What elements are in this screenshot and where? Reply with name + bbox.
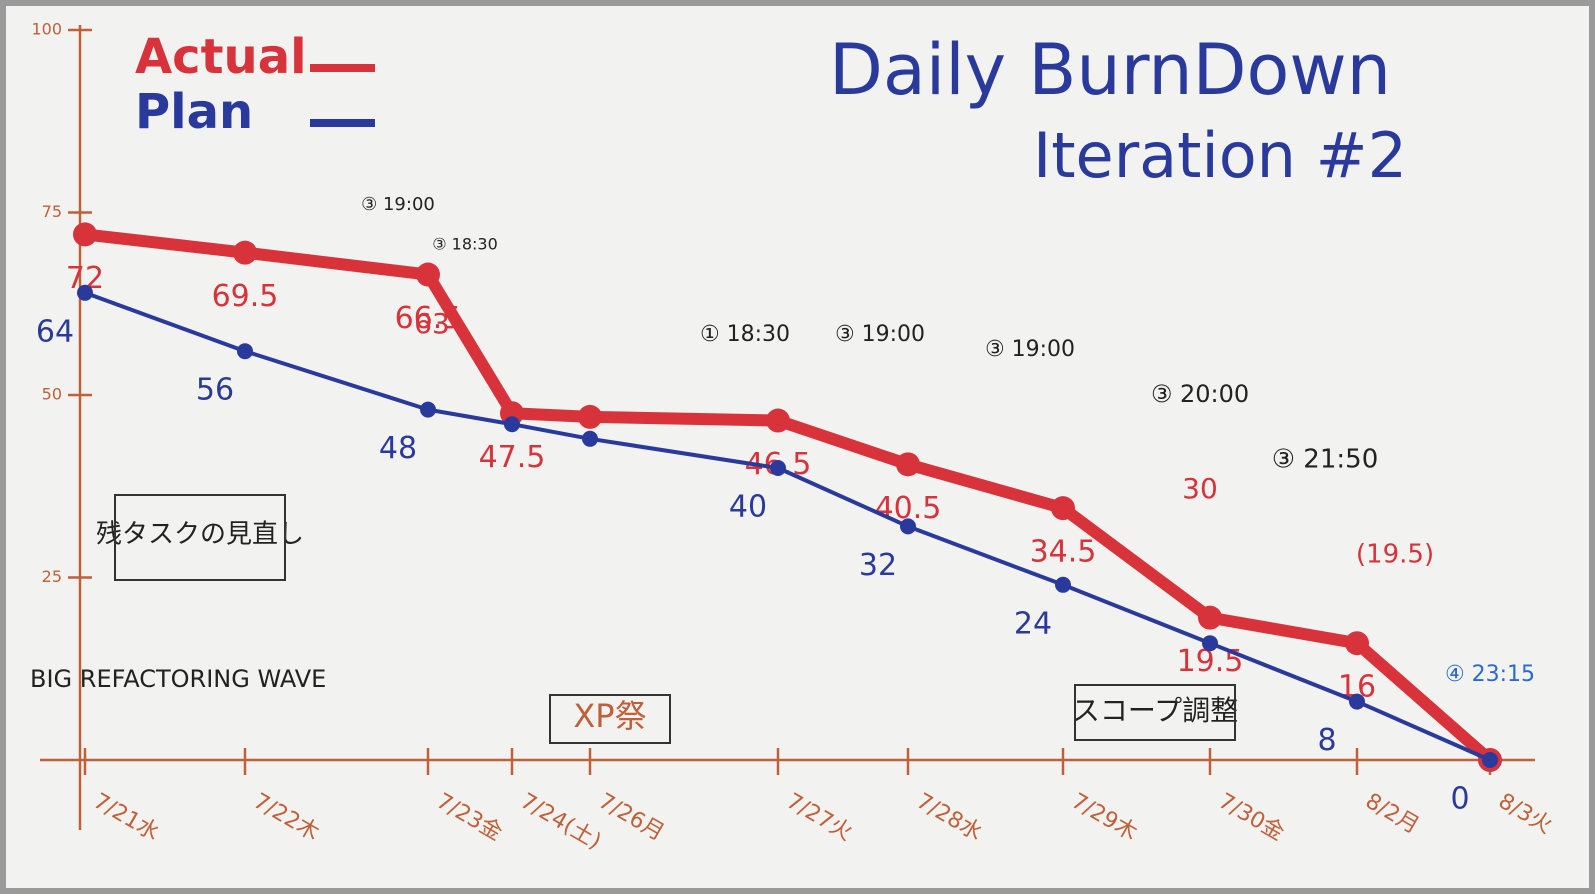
- data-label: 48: [379, 431, 417, 466]
- data-label: 0: [1450, 782, 1469, 817]
- point: [73, 222, 97, 246]
- point: [1051, 496, 1075, 520]
- annotation: ③ 19:00: [985, 337, 1075, 362]
- point: [1055, 577, 1071, 593]
- point: [504, 416, 520, 432]
- point: [1202, 635, 1218, 651]
- annotation: ③ 19:00: [835, 322, 925, 347]
- annotation: ③ 20:00: [1151, 380, 1249, 408]
- point: [1198, 606, 1222, 630]
- point: [770, 460, 786, 476]
- legend-label: Plan: [135, 84, 253, 140]
- point: [420, 402, 436, 418]
- y-tick-label: 100: [31, 20, 62, 39]
- point: [766, 409, 790, 433]
- point: [1345, 631, 1369, 655]
- data-label: 69.5: [212, 279, 279, 314]
- point: [77, 285, 93, 301]
- data-label: 32: [859, 548, 897, 583]
- point: [416, 263, 440, 287]
- annotation: ④ 23:15: [1445, 662, 1535, 687]
- annotation: スコープ調整: [1072, 694, 1238, 727]
- point: [1349, 694, 1365, 710]
- chart-title: Daily BurnDown: [829, 29, 1391, 111]
- y-tick-label: 25: [42, 567, 62, 586]
- data-label: 56: [196, 373, 234, 408]
- point: [233, 241, 257, 265]
- y-tick-label: 75: [42, 202, 62, 221]
- point: [1482, 752, 1498, 768]
- point: [582, 431, 598, 447]
- annotation: XP祭: [573, 697, 646, 735]
- annotation: ③ 18:30: [432, 235, 498, 254]
- data-label: 34.5: [1030, 535, 1097, 570]
- chart: Daily BurnDown Iteration #2 2550751007/2…: [0, 0, 1595, 894]
- annotation: 63: [414, 307, 450, 340]
- chart-subtitle: Iteration #2: [1033, 119, 1407, 192]
- data-label: 8: [1317, 723, 1336, 758]
- annotation: ③ 19:00: [361, 194, 435, 215]
- data-label: 24: [1014, 606, 1052, 641]
- point: [237, 343, 253, 359]
- annotation: ③ 21:50: [1272, 445, 1379, 475]
- point: [900, 518, 916, 534]
- annotation: BIG REFACTORING WAVE: [30, 665, 326, 693]
- annotation: 残タスクの見直し: [96, 520, 304, 550]
- data-label: 40: [729, 490, 767, 525]
- data-label: 47.5: [479, 440, 546, 475]
- annotation: ① 18:30: [700, 322, 790, 347]
- data-label: 64: [36, 314, 74, 349]
- point: [578, 405, 602, 429]
- annotation: (19.5): [1356, 540, 1434, 570]
- legend-label: Actual: [135, 29, 307, 85]
- point: [896, 452, 920, 476]
- annotation: 30: [1182, 472, 1218, 505]
- y-tick-label: 50: [42, 385, 62, 404]
